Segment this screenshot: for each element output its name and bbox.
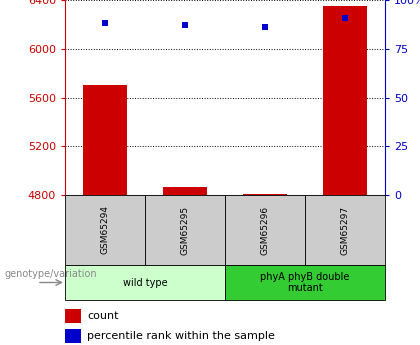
Bar [243, 194, 287, 195]
Bar [65, 329, 81, 343]
Bar [145, 195, 225, 265]
Bar [65, 309, 81, 323]
Text: percentile rank within the sample: percentile rank within the sample [87, 331, 275, 341]
Text: count: count [87, 311, 119, 321]
Bar [163, 187, 207, 195]
Bar [83, 85, 127, 195]
Text: GSM65296: GSM65296 [260, 205, 270, 255]
Bar [225, 265, 385, 300]
Text: genotype/variation: genotype/variation [4, 269, 97, 279]
Bar [323, 6, 367, 195]
Bar [305, 195, 385, 265]
Bar [65, 195, 145, 265]
Text: wild type: wild type [123, 277, 167, 287]
Bar [225, 195, 305, 265]
Bar [65, 265, 225, 300]
Text: GSM65294: GSM65294 [100, 206, 110, 255]
Text: GSM65295: GSM65295 [181, 205, 189, 255]
Text: phyA phyB double
mutant: phyA phyB double mutant [260, 272, 350, 293]
Text: GSM65297: GSM65297 [341, 205, 349, 255]
